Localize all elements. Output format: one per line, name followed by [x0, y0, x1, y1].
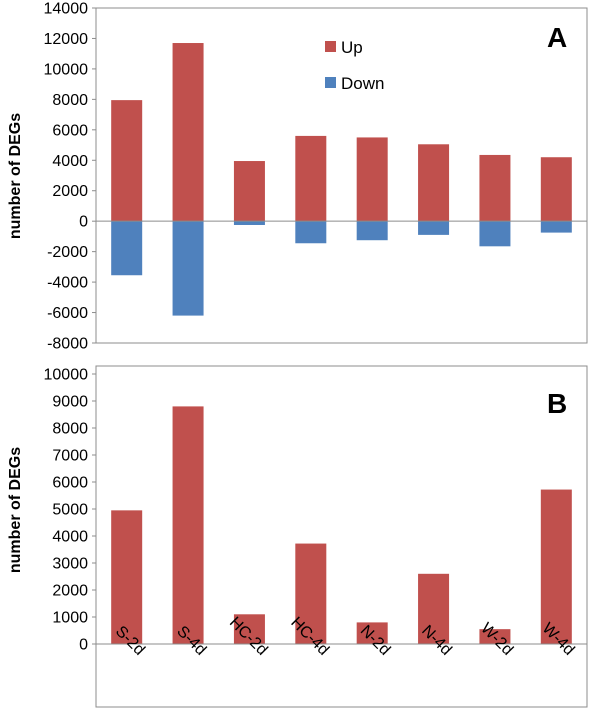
- bar-n-4d-up: [418, 144, 450, 222]
- y-tick-label: 8000: [52, 92, 88, 109]
- bar-s-4d: [172, 406, 204, 644]
- y-tick-label: 12000: [44, 31, 89, 48]
- y-tick-label: 0: [79, 214, 88, 231]
- panel-b-letter: B: [547, 388, 567, 419]
- y-tick-label: 7000: [52, 448, 88, 465]
- bar-hc-2d: [233, 614, 265, 644]
- y-tick-label: 4000: [52, 153, 88, 170]
- y-tick-label: 1000: [52, 610, 88, 627]
- panel-a-y-axis: -8000 -6000 -4000 -2000 0 2000 4000 6000 8000 100…: [44, 1, 96, 353]
- bar-hc-2d-down: [233, 221, 265, 225]
- panel-b: number of DEGs 0 1000 2000 3000 4000 5000 6000…: [7, 365, 588, 708]
- y-tick-label: 9000: [52, 394, 88, 411]
- bar-hc-4d-up: [295, 135, 327, 222]
- y-tick-label: -2000: [47, 244, 88, 261]
- y-tick-label: 4000: [52, 529, 88, 546]
- bar-n-4d-down: [418, 221, 450, 235]
- panel-a-legend: Up Down: [325, 38, 384, 93]
- bar-w-4d: [540, 489, 572, 644]
- bar-hc-4d-down: [295, 221, 327, 244]
- y-tick-label: -8000: [47, 336, 88, 353]
- bar-hc-2d-up: [233, 161, 265, 222]
- y-tick-label: 0: [79, 637, 88, 654]
- y-tick-label: 5000: [52, 502, 88, 519]
- bar-n-2d: [356, 622, 388, 644]
- panel-b-y-axis: 0 1000 2000 3000 4000 5000 6000 7000 8000 9000 100…: [44, 367, 96, 654]
- y-tick-label: 10000: [44, 61, 89, 78]
- legend-swatch-up: [325, 41, 336, 52]
- y-tick-label: 6000: [52, 122, 88, 139]
- panel-b-bars: [111, 406, 572, 644]
- bar-w-2d-down: [479, 221, 511, 247]
- bar-n-2d-up: [356, 137, 388, 222]
- bar-n-2d-down: [356, 221, 388, 241]
- y-tick-label: 14000: [44, 1, 89, 18]
- panel-b-frame: [95, 365, 588, 708]
- bar-w-2d: [479, 629, 511, 644]
- bar-s-4d-up: [172, 43, 204, 222]
- legend-swatch-down: [325, 77, 336, 88]
- bar-s-4d-down: [172, 221, 204, 316]
- panel-a-y-axis-label: number of DEGs: [7, 113, 24, 239]
- legend-label-up: Up: [341, 38, 363, 57]
- bar-s-2d: [111, 510, 143, 644]
- bar-w-2d-up: [479, 154, 511, 222]
- y-tick-label: 6000: [52, 475, 88, 492]
- panel-a-frame: [95, 7, 588, 344]
- panel-a-bars: [111, 43, 572, 316]
- panel-a-letter: A: [547, 22, 567, 53]
- panel-b-y-axis-label: number of DEGs: [7, 447, 24, 573]
- bar-hc-4d: [295, 543, 327, 644]
- legend-label-down: Down: [341, 74, 384, 93]
- y-tick-label: -4000: [47, 275, 88, 292]
- bar-s-2d-down: [111, 221, 143, 276]
- y-tick-label: 8000: [52, 421, 88, 438]
- y-tick-label: 2000: [52, 183, 88, 200]
- y-tick-label: 2000: [52, 583, 88, 600]
- bar-s-2d-up: [111, 100, 143, 222]
- y-tick-label: -6000: [47, 305, 88, 322]
- y-tick-label: 3000: [52, 556, 88, 573]
- panel-a: number of DEGs -8000 -6000 -4000 -2000 0 2000…: [7, 1, 588, 353]
- bar-n-4d: [418, 573, 450, 644]
- bar-w-4d-up: [540, 157, 572, 222]
- y-tick-label: 10000: [44, 367, 89, 384]
- bar-w-4d-down: [540, 221, 572, 233]
